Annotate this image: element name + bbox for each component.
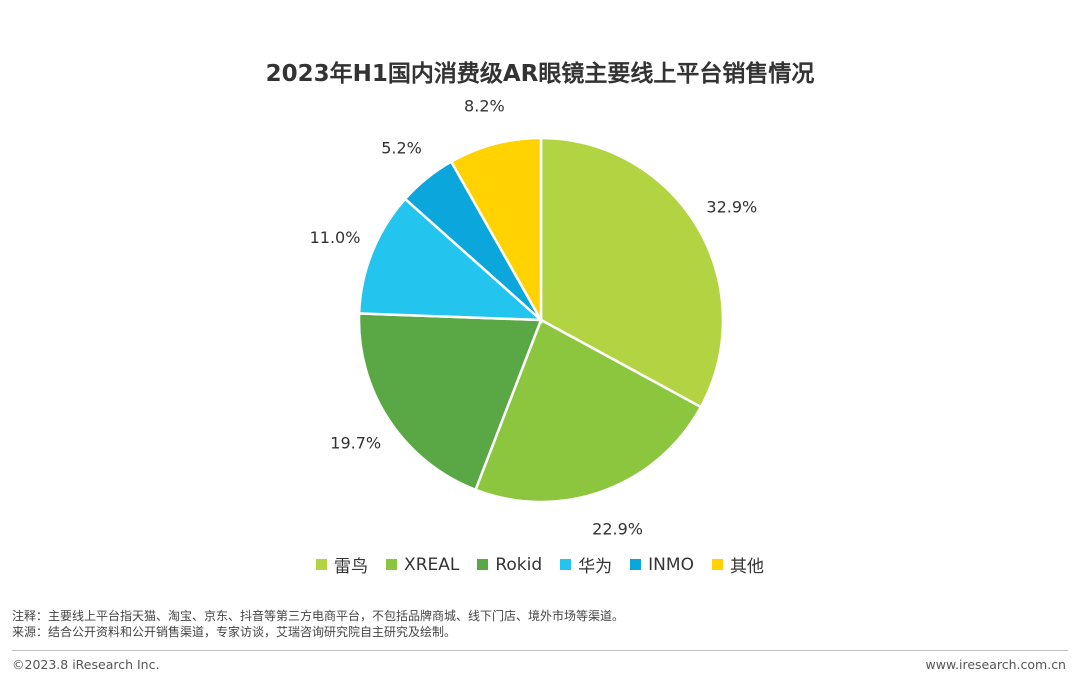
note-text: 注释：主要线上平台指天猫、淘宝、京东、抖音等第三方电商平台，不包括品牌商城、线下… [12,609,625,623]
legend-label-4: INMO [648,554,694,575]
chart-title: 2023年H1国内消费级AR眼镜主要线上平台销售情况 [265,61,815,87]
pie-slice-1 [473,318,703,504]
slice-label-4: 5.2% [381,138,422,157]
footer-divider [12,650,1068,651]
website-text: www.iresearch.com.cn [925,657,1067,672]
legend-item-3: 华为 [560,552,612,577]
legend-label-0: 雷鸟 [334,557,369,577]
legend-label-2: Rokid [495,554,543,575]
legend-swatch-1 [386,559,398,570]
pie-slice-5 [449,136,543,325]
legend-label-5: 其他 [729,557,764,577]
legend-swatch-0 [316,559,328,570]
legend-item-0: 雷鸟 [316,552,368,577]
slice-label-2: 19.7% [330,433,381,452]
source-text: 来源：结合公开资料和公开销售渠道，专家访谈，艾瑞咨询研究院自主研究及绘制。 [12,625,457,639]
slice-label-5: 8.2% [464,96,505,115]
pie-slice-3 [357,197,545,322]
legend-item-1: XREAL [386,555,459,575]
legend-item-2: Rokid [477,555,542,575]
chart-legend: 雷鸟 XREAL Rokid 华为 INMO 其他 [0,552,1080,577]
legend-swatch-4 [630,559,642,570]
pie-slice-2 [357,312,543,492]
slice-label-3: 11.0% [310,228,361,247]
notes-block: 注释：主要线上平台指天猫、淘宝、京东、抖音等第三方电商平台，不包括品牌商城、线下… [12,608,624,640]
legend-swatch-5 [711,559,723,570]
legend-swatch-2 [477,559,489,570]
pie-slice-0 [539,136,725,409]
legend-item-5: 其他 [711,552,764,577]
copyright-text: ©2023.8 iResearch Inc. [12,657,160,672]
legend-label-3: 华为 [578,557,613,577]
slice-label-1: 22.9% [592,519,643,538]
legend-swatch-3 [560,559,572,570]
slice-label-0: 32.9% [706,198,757,217]
legend-label-1: XREAL [404,554,460,575]
legend-item-4: INMO [630,555,694,575]
